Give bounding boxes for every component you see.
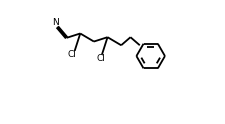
- Text: N: N: [52, 18, 59, 27]
- Text: Cl: Cl: [96, 54, 105, 63]
- Text: Cl: Cl: [68, 50, 77, 59]
